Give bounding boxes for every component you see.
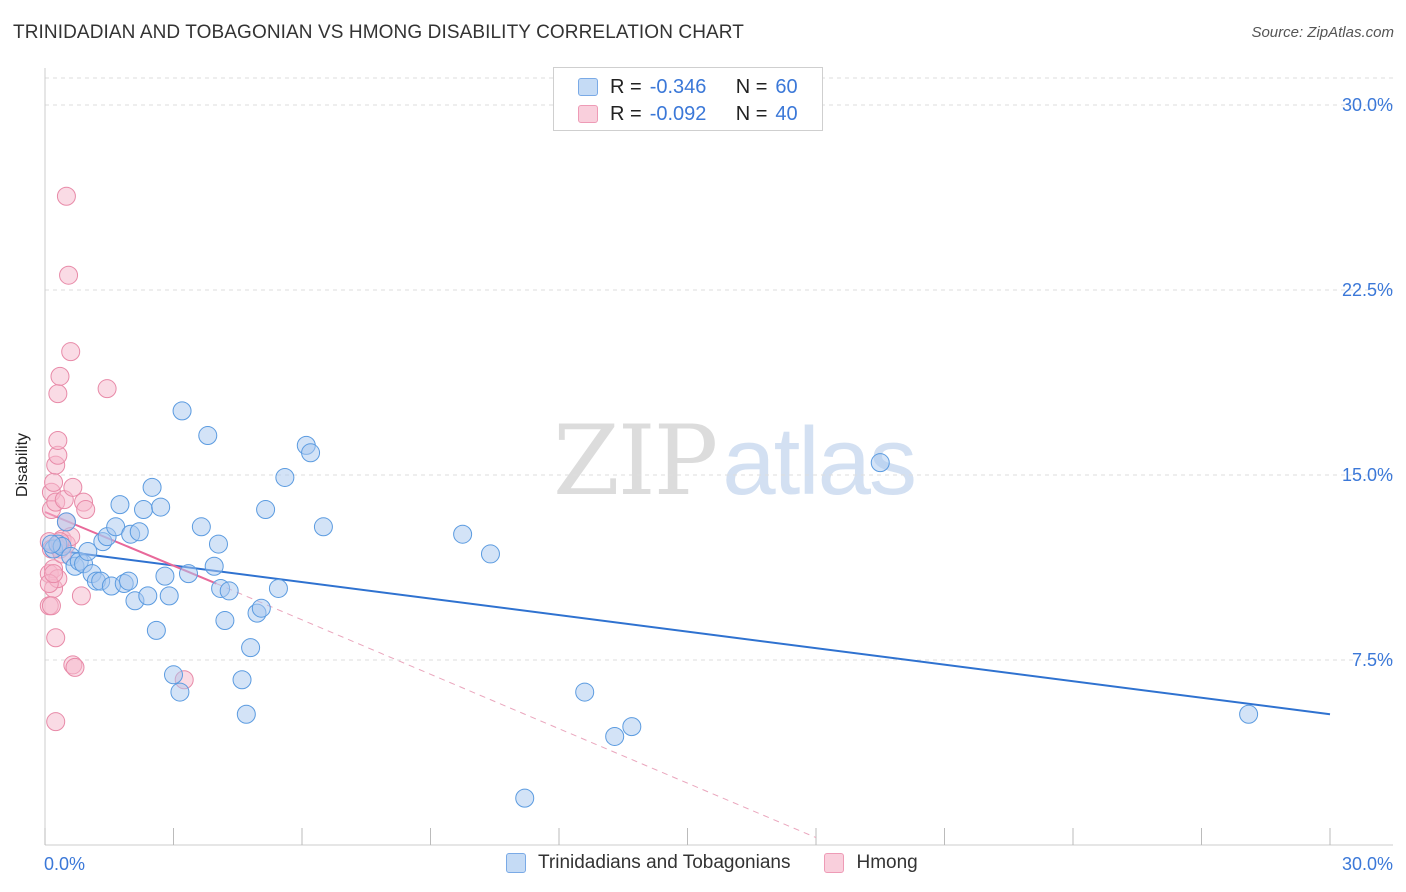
trinidadian-point <box>129 522 149 542</box>
trinidadian-point <box>453 524 473 544</box>
trinidadian-point <box>251 598 271 618</box>
trinidadian-point <box>313 517 333 537</box>
trinidadian-point <box>232 670 252 690</box>
trinidadian-point <box>178 564 198 584</box>
hmong-point <box>48 384 68 404</box>
trinidadian-point <box>41 534 61 554</box>
hmong-point <box>76 500 96 520</box>
hmong-point <box>97 379 117 399</box>
trinidadian-point <box>1239 704 1259 724</box>
trinidadian-point <box>301 443 321 463</box>
series-legend: Trinidadians and Tobagonians Hmong <box>506 852 952 874</box>
legend-n-value: 40 <box>775 102 798 125</box>
hmong-point <box>46 628 66 648</box>
hmong-point <box>65 657 85 677</box>
hmong-point <box>44 564 64 584</box>
grid-lines <box>45 77 1393 661</box>
trinidadian-point <box>256 500 276 520</box>
series-legend-item-hmong: Hmong <box>824 852 918 874</box>
trend-line <box>44 548 1331 716</box>
trend-line <box>216 583 817 839</box>
legend-swatch-blue <box>578 78 598 96</box>
y-axis-title: Disability <box>14 432 31 497</box>
legend-r-value: -0.346 <box>649 75 707 98</box>
trinidadian-point <box>204 556 224 576</box>
legend-row-hmong: R = -0.092 N = 40 <box>578 101 798 127</box>
y-tick-label: 22.5% <box>1342 280 1393 300</box>
stats-legend: R = -0.346 N = 60 R = -0.092 N = 40 <box>553 67 823 131</box>
trinidadian-point <box>236 704 256 724</box>
y-tick-label: 15.0% <box>1342 465 1393 485</box>
axes <box>44 68 1393 846</box>
trinidadian-point <box>515 788 535 808</box>
trinidadian-point <box>268 578 288 598</box>
trinidadian-point <box>219 581 239 601</box>
trinidadian-point <box>208 534 228 554</box>
trinidadian-point <box>110 495 130 515</box>
x-tick-label: 0.0% <box>44 854 85 874</box>
trinidadian-point <box>119 571 139 591</box>
trinidadian-point <box>106 517 126 537</box>
trinidadian-point <box>146 620 166 640</box>
trinidadian-point <box>138 586 158 606</box>
hmong-point <box>59 265 79 285</box>
trinidadian-point <box>170 682 190 702</box>
legend-r-label: R = <box>610 102 642 125</box>
hmong-point <box>61 342 81 362</box>
tick-labels: 7.5% 15.0% 22.5% 30.0% 0.0% 30.0% <box>44 95 1393 874</box>
legend-r-label: R = <box>610 75 642 98</box>
hmong-point <box>71 586 91 606</box>
trinidadian-point <box>605 726 625 746</box>
trinidadian-point <box>870 453 890 473</box>
trinidadian-point <box>480 544 500 564</box>
trinidadian-point <box>134 500 154 520</box>
legend-n-label: N = <box>735 102 768 125</box>
legend-n-label: N = <box>735 75 768 98</box>
hmong-point <box>56 186 76 206</box>
series-legend-label: Hmong <box>856 852 918 873</box>
hmong-point <box>48 430 68 450</box>
watermark-zip: ZIP <box>553 405 718 517</box>
trinidadian-point <box>164 665 183 685</box>
hmong-point <box>46 712 66 732</box>
y-tick-label: 7.5% <box>1352 650 1393 670</box>
source-label: Source: ZipAtlas.com <box>1251 24 1394 41</box>
y-tick-label: 30.0% <box>1342 95 1393 115</box>
series-swatch-pink <box>824 853 845 873</box>
trinidadian-point <box>159 586 179 606</box>
series-legend-label: Trinidadians and Tobagonians <box>538 852 791 873</box>
trinidadian-point <box>56 512 76 532</box>
hmong-point <box>41 596 61 616</box>
trinidadian-point <box>78 541 98 561</box>
hmong-point <box>50 366 70 386</box>
trinidadian-point <box>172 401 192 421</box>
trinidadian-point <box>151 497 171 517</box>
legend-n-value: 60 <box>775 75 798 98</box>
series-swatch-blue <box>506 853 526 873</box>
legend-row-trinidadian: R = -0.346 N = 60 <box>578 74 798 100</box>
trinidadian-point <box>622 717 642 737</box>
trinidadian-point <box>241 638 261 658</box>
trinidadian-point <box>198 426 218 446</box>
series-legend-item-trinidadian: Trinidadians and Tobagonians <box>506 852 790 874</box>
trinidadian-point <box>142 477 162 497</box>
chart-title: TRINIDADIAN AND TOBAGONIAN VS HMONG DISA… <box>13 22 744 43</box>
trinidadian-point <box>275 467 295 487</box>
trinidadian-point <box>575 682 595 702</box>
data-points <box>39 186 1259 808</box>
legend-swatch-pink <box>578 105 598 123</box>
trinidadian-point <box>215 611 235 631</box>
hmong-point <box>44 472 64 492</box>
legend-r-value: -0.092 <box>649 102 707 125</box>
trinidadian-point <box>191 517 211 537</box>
trinidadian-point <box>155 566 175 586</box>
x-tick-label: 30.0% <box>1342 854 1393 874</box>
hmong-point <box>63 477 83 497</box>
